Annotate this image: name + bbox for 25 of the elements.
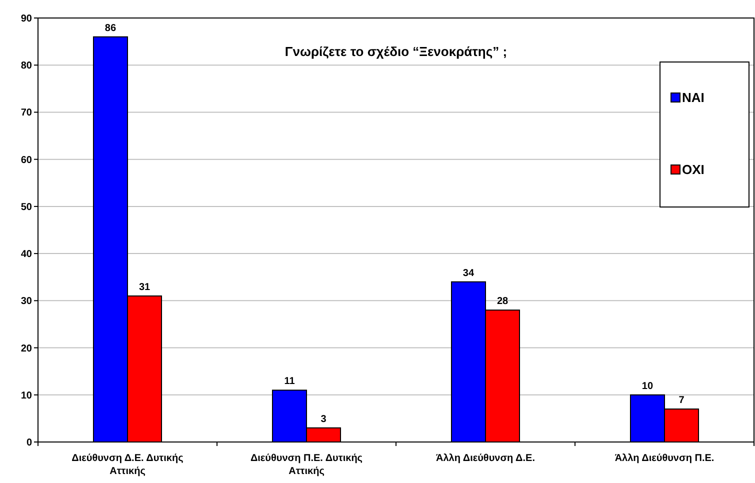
text: Γνωρίζετε το σχέδιο “Ξενοκράτης” ;: [284, 44, 508, 59]
legend-label: ΝΑΙ: [682, 90, 704, 105]
data-label: 11: [284, 376, 296, 388]
y-tick-label: 40: [20, 249, 32, 260]
y-tick-label: 50: [20, 202, 32, 213]
y-tick-label: 70: [20, 108, 32, 119]
data-label: 7: [678, 395, 685, 406]
data-label: 86: [104, 22, 116, 34]
y-tick-label: 60: [20, 154, 32, 166]
x-tick-label: Άλλη Διεύθυνση Π.Ε.: [614, 453, 714, 464]
data-label: 31: [138, 282, 151, 293]
data-label: 10: [642, 380, 654, 392]
legend-label: ΟΧΙ: [682, 162, 704, 177]
y-tick-label: 90: [20, 14, 32, 24]
x-tick-label: Διεύθυνση Δ.Ε. Δυτικής Αττικής: [72, 453, 184, 477]
data-label: 34: [462, 268, 474, 279]
y-tick-label: 20: [20, 343, 32, 354]
y-tick-label: 0: [26, 438, 32, 448]
data-label: 3: [320, 414, 327, 425]
x-tick-label: Άλλη Διεύθυνση Δ.Ε.: [436, 453, 536, 464]
y-tick-label: 30: [20, 296, 32, 308]
y-tick-label: 10: [20, 390, 32, 402]
data-label: 28: [496, 296, 509, 308]
x-tick-label: Διεύθυνση Π.Ε. Δυτικής Αττικής: [250, 453, 363, 477]
y-tick-label: 80: [20, 60, 32, 72]
